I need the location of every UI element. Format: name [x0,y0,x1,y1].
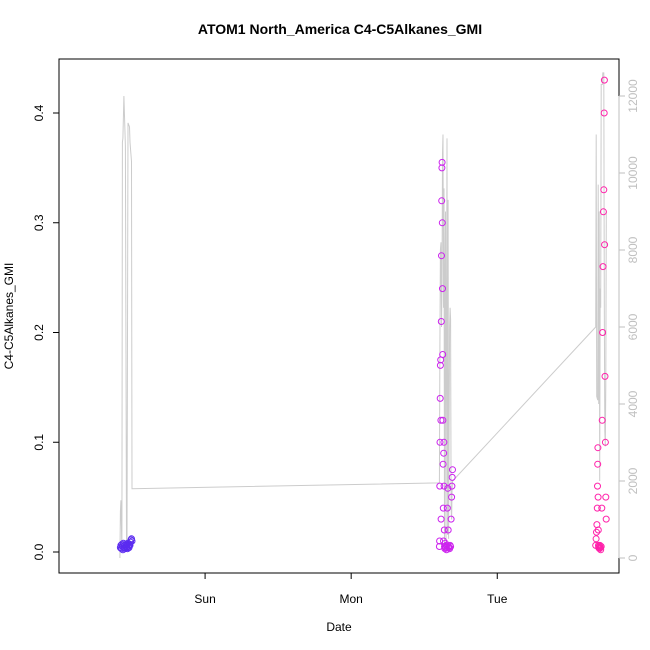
data-point [592,535,600,543]
data-point [598,504,606,512]
data-point [437,416,445,424]
data-point [438,197,446,205]
data-point [594,460,602,468]
plot-frame [58,58,620,574]
data-point [447,543,455,550]
data-point [597,546,605,554]
data-point [437,318,445,325]
data-point [440,449,448,457]
data-point [439,285,446,293]
data-point [437,515,445,523]
chart-title: ATOM1 North_America C4-C5Alkanes_GMI [198,21,482,37]
data-point [601,241,609,249]
data-point [448,473,456,481]
y-axis-label: C4-C5Alkanes_GMI [2,263,16,370]
data-point [440,438,448,446]
y2-tick-label: 0 [626,554,640,561]
series-layer [116,72,610,559]
data-point [594,482,601,490]
data-point [438,219,446,227]
data-point [598,416,606,424]
data-point [128,537,136,545]
x-axis: Sun Mon Tue [194,573,508,606]
data-point [600,186,608,194]
x-tick-label: Tue [487,592,508,606]
data-point [594,493,602,501]
data-point [436,394,444,402]
data-point [599,329,607,336]
data-point [448,482,456,490]
y2-tick-label: 12000 [626,79,640,113]
data-point [439,351,447,358]
data-point [602,515,610,523]
y2-tick-label: 10000 [626,156,640,190]
y-tick-label: 0.4 [32,104,46,121]
y-tick-label: 0.0 [32,543,46,560]
data-point [438,158,446,166]
y-tick-label: 0.1 [32,434,46,451]
y2-tick-label: 8000 [626,236,640,263]
data-point [593,528,600,536]
data-point [601,438,609,446]
data-point [599,263,607,271]
data-point [597,543,605,550]
y2-tick-label: 2000 [626,467,640,494]
data-point [599,208,607,216]
data-point [436,482,444,490]
data-point [444,484,452,492]
data-point [444,526,452,534]
data-point [600,76,608,84]
y2-tick-label: 4000 [626,390,640,417]
data-point [439,416,447,424]
y-axis: 0.0 0.1 0.2 0.3 0.4 [32,104,60,560]
data-point [602,493,610,501]
y-tick-label: 0.2 [32,324,46,341]
data-point [594,444,602,452]
data-point [440,482,448,490]
data-point [439,460,447,468]
data-point [436,438,444,446]
data-point [448,493,456,501]
data-point [594,526,602,534]
altitude-line [119,72,607,559]
data-point [601,372,609,380]
x-axis-label: Date [326,620,352,634]
data-point [440,526,448,534]
y-tick-label: 0.3 [32,214,46,231]
data-point [439,504,447,512]
data-point [449,466,456,474]
x-tick-label: Mon [340,592,363,606]
y2-tick-label: 6000 [626,313,640,340]
data-point [593,504,601,512]
data-point [447,515,455,523]
data-point [600,109,608,117]
data-point [596,545,603,553]
y2-axis: 0 2000 4000 6000 8000 10000 12000 [618,79,640,561]
x-tick-label: Sun [194,592,215,606]
data-point [443,504,451,512]
data-point [438,252,445,260]
